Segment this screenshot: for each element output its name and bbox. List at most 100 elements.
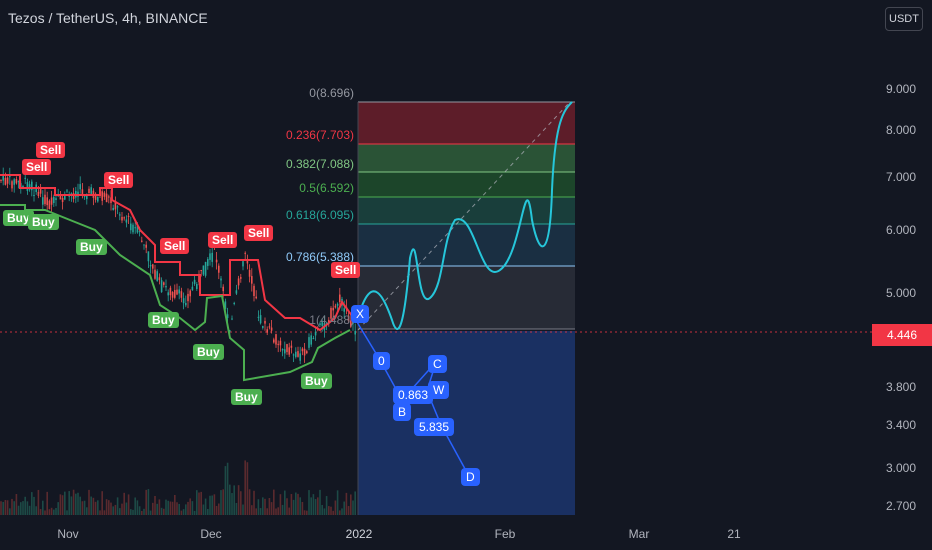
candle-body [202,265,205,275]
candle-body [154,269,156,279]
volume-bar [312,494,315,515]
volume-bar [101,491,103,515]
candle-body [310,335,312,345]
volume-bar [134,497,136,515]
candle-body [193,279,196,284]
candle-body [334,305,337,308]
volume-bar [72,489,75,515]
wave-label-0[interactable]: 0 [373,352,390,370]
sell-signal: Sell [22,159,52,175]
fib-zone-3 [358,197,575,224]
volume-bar [325,496,328,515]
volume-bar [35,506,37,515]
volume-bar [66,510,68,515]
candle-body [312,338,315,340]
candle-body [255,296,257,299]
candle-body [112,207,114,210]
volume-bar [354,491,356,515]
candle-body [343,308,345,312]
candle-body [138,230,141,232]
volume-bars [0,460,356,515]
volume-bar [48,509,51,515]
candle-body [350,320,352,327]
candle-body [204,261,207,276]
candle-body [295,351,297,358]
wave-label-d[interactable]: D [461,468,480,486]
candle-body [253,285,255,297]
volume-bar [169,501,172,515]
currency-button[interactable]: USDT [885,7,923,31]
wave-label-w[interactable]: W [428,381,450,399]
wave-value-5835[interactable]: 5.835 [414,418,455,436]
wave-label-c[interactable]: C [428,355,447,373]
price-axis-label: 9.000 [886,82,917,96]
fib-zone-4 [358,224,575,266]
volume-bar [97,500,99,515]
fibonacci-retracement[interactable] [357,101,575,515]
volume-bar [314,499,317,515]
wave-label-x[interactable]: X [351,305,370,323]
candle-body [281,348,284,351]
candle-body [218,265,220,273]
candle-body [44,194,46,205]
volume-bar [99,510,101,515]
volume-bar [211,495,213,515]
sell-signal: Sell [244,225,274,241]
candle-body [2,174,4,181]
volume-bar [253,490,255,515]
volume-bar [237,485,240,515]
candle-body [182,298,185,304]
volume-bar [215,505,218,515]
fib-label-0236: 0.236(7.703) [285,128,354,142]
volume-bar [123,492,125,515]
fib-zone-0 [358,102,575,144]
price-axis-label: 8.000 [886,123,917,137]
candle-body [48,200,51,210]
candle-body [319,323,321,325]
wave-value-0863[interactable]: 0.863 [393,386,434,404]
candle-body [167,292,169,296]
candle-body [46,197,48,206]
volume-bar [248,489,251,515]
volume-bar [328,506,330,515]
candle-body [301,348,304,352]
volume-bar [42,500,44,515]
fib-label-0382: 0.382(7.088) [285,157,354,171]
sell-signal: Sell [104,172,134,188]
price-axis-label: 3.000 [886,461,917,475]
volume-bar [244,460,246,515]
candle-body [9,175,11,178]
candle-body [237,278,240,286]
volume-bar [17,505,20,515]
candle-body [59,194,62,200]
candle-body [325,322,328,324]
price-chart[interactable] [0,0,872,515]
candle-body [224,301,227,310]
candle-body [42,197,44,205]
volume-bar [86,507,88,515]
volume-bar [24,496,26,515]
candle-body [15,178,18,184]
buy-signal: Buy [148,312,179,328]
volume-bar [229,484,231,515]
candle-body [86,194,88,200]
fib-label-0786: 0.786(5.388) [285,250,354,264]
candle-body [266,329,268,333]
candle-body [141,240,143,242]
volume-bar [264,498,266,515]
volume-bar [57,502,59,515]
buy-signal: Buy [28,214,59,230]
candle-body [275,334,277,345]
candle-body [290,345,293,348]
volume-bar [310,497,312,515]
buy-signal: Buy [76,239,107,255]
volume-bar [235,502,238,515]
volume-bar [6,500,9,515]
candle-body [244,252,246,254]
volume-bar [332,510,334,515]
symbol-title[interactable]: Tezos / TetherUS, 4h, BINANCE [8,10,208,26]
wave-label-b[interactable]: B [393,403,412,421]
candle-body [229,330,231,332]
volume-bar [306,510,308,515]
